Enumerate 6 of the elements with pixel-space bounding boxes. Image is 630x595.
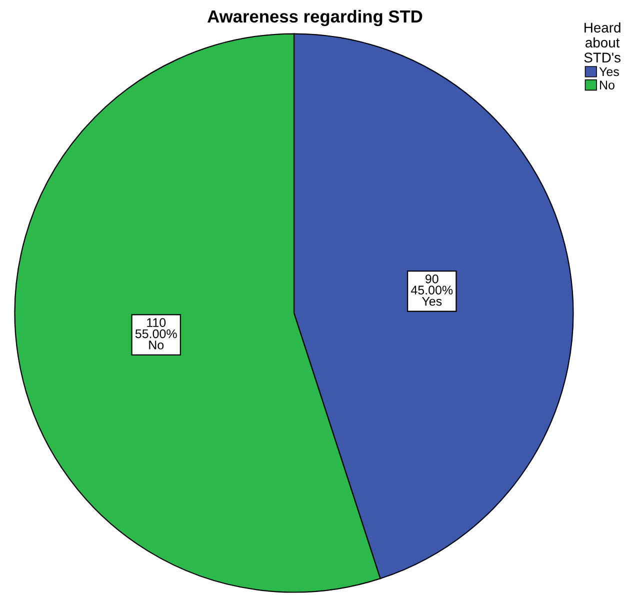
legend-label: No bbox=[600, 80, 614, 90]
chart-title: Awareness regarding STD bbox=[208, 10, 422, 26]
legend-label: Yes bbox=[599, 67, 619, 76]
legend-title: Heard about STD's bbox=[584, 22, 621, 62]
data-label: 90 45.00% Yes bbox=[410, 274, 453, 306]
data-label: 110 55.00% No bbox=[135, 318, 177, 350]
